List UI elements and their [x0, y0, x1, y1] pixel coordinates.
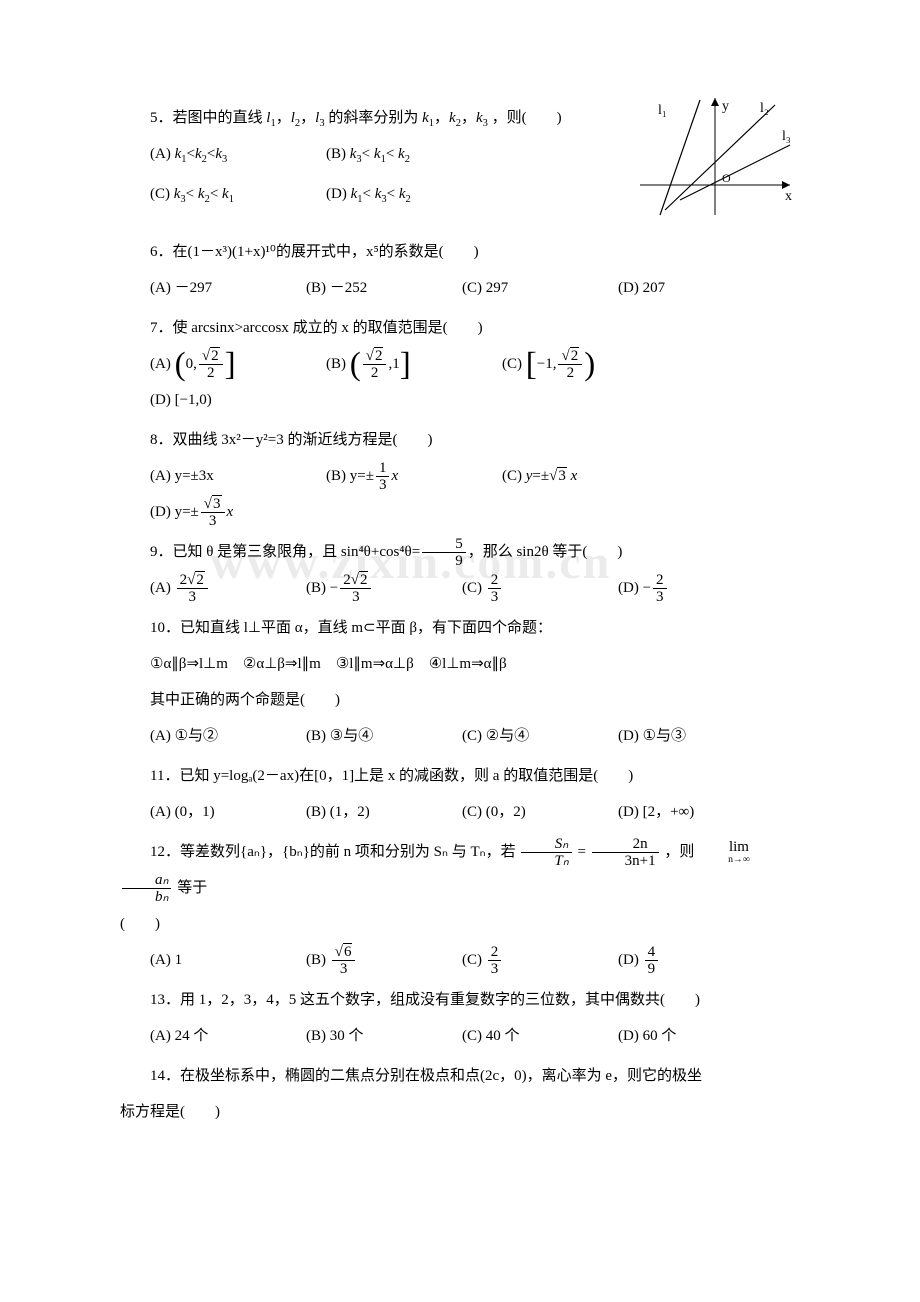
q12-text: 12．等差数列{aₙ}，{bₙ}的前 n 项和分别为 Sₙ 与 Tₙ，若 SₙT…	[120, 834, 800, 906]
q9-optB: (B) −2√23	[306, 570, 446, 606]
q6-optA: (A) －297	[150, 270, 290, 306]
svg-text:O: O	[722, 171, 731, 185]
q13-optC: (C) 40 个	[462, 1018, 602, 1054]
svg-text:y: y	[722, 99, 729, 114]
q9-optA: (A) 2√23	[150, 570, 290, 606]
q7-optB: (B) (√22,1]	[326, 346, 486, 382]
q10-optB: (B) ③与④	[306, 718, 446, 754]
q10-l3: 其中正确的两个命题是( )	[120, 682, 800, 718]
q8-text: 8．双曲线 3x²－y²=3 的渐近线方程是( )	[120, 422, 800, 458]
q10-optD: (D) ①与③	[618, 718, 758, 754]
q11-optA: (A) (0，1)	[150, 794, 290, 830]
q13-optA: (A) 24 个	[150, 1018, 290, 1054]
q13-optB: (B) 30 个	[306, 1018, 446, 1054]
q14: 14．在极坐标系中，椭圆的二焦点分别在极点和点(2c，0)，离心率为 e，则它的…	[120, 1058, 800, 1130]
q11: 11．已知 y=logₐ(2－ax)在[0，1]上是 x 的减函数，则 a 的取…	[120, 758, 800, 830]
q6: 6．在(1－x³)(1+x)¹⁰的展开式中，x⁵的系数是( ) (A) －297…	[120, 234, 800, 306]
q5-optC: (C) k3< k2< k1	[150, 176, 310, 212]
q8-optC: (C) y=±√3 x	[502, 458, 662, 494]
q9-text: 9．已知 θ 是第三象限角，且 sin⁴θ+cos⁴θ=59，那么 sin2θ …	[120, 534, 800, 570]
q7-optD: (D) [−1,0)	[150, 382, 310, 418]
q7-optC: (C) [−1,√22)	[502, 346, 662, 382]
q11-optB: (B) (1，2)	[306, 794, 446, 830]
q10-optA: (A) ①与②	[150, 718, 290, 754]
q13-optD: (D) 60 个	[618, 1018, 758, 1054]
q9-optD: (D) −23	[618, 570, 758, 606]
q11-optD: (D) [2，+∞)	[618, 794, 758, 830]
q14-l2: 标方程是( )	[120, 1094, 800, 1130]
q7-text: 7．使 arcsinx>arccosx 成立的 x 的取值范围是( )	[120, 310, 800, 346]
q10: 10．已知直线 l⊥平面 α，直线 m⊂平面 β，有下面四个命题： ①α∥β⇒l…	[120, 610, 800, 754]
q7: 7．使 arcsinx>arccosx 成立的 x 的取值范围是( ) (A) …	[120, 310, 800, 418]
svg-text:l₃: l₃	[782, 129, 791, 144]
q8-optA: (A) y=±3x	[150, 458, 310, 494]
q12: 12．等差数列{aₙ}，{bₙ}的前 n 项和分别为 Sₙ 与 Tₙ，若 SₙT…	[120, 834, 800, 978]
q11-optC: (C) (0，2)	[462, 794, 602, 830]
q5-mid: 的斜率分别为	[328, 110, 418, 126]
q6-optC: (C) 297	[462, 270, 602, 306]
q5-optD: (D) k1< k3< k2	[326, 176, 486, 212]
q7-optA: (A) (0,√22]	[150, 346, 310, 382]
q8: 8．双曲线 3x²－y²=3 的渐近线方程是( ) (A) y=±3x (B) …	[120, 422, 800, 530]
q12-optD: (D) 49	[618, 942, 758, 978]
q10-l2: ①α∥β⇒l⊥m ②α⊥β⇒l∥m ③l∥m⇒α⊥β ④l⊥m⇒α∥β	[120, 646, 800, 682]
q11-text: 11．已知 y=logₐ(2－ax)在[0，1]上是 x 的减函数，则 a 的取…	[120, 758, 800, 794]
q12-optA: (A) 1	[150, 942, 290, 978]
q10-optC: (C) ②与④	[462, 718, 602, 754]
q13: 13．用 1，2，3，4，5 这五个数字，组成没有重复数字的三位数，其中偶数共(…	[120, 982, 800, 1054]
q10-l1: 10．已知直线 l⊥平面 α，直线 m⊂平面 β，有下面四个命题：	[120, 610, 800, 646]
q12-optB: (B) √63	[306, 942, 446, 978]
q8-optB: (B) y=±13x	[326, 458, 486, 494]
q8-optD: (D) y=±√33x	[150, 494, 310, 530]
q13-text: 13．用 1，2，3，4，5 这五个数字，组成没有重复数字的三位数，其中偶数共(…	[120, 982, 800, 1018]
q5-optB: (B) k3< k1< k2	[326, 136, 486, 172]
q12-paren: ( )	[120, 906, 800, 942]
q5-pre: 5．若图中的直线	[150, 110, 263, 126]
q12-optC: (C) 23	[462, 942, 602, 978]
q6-optB: (B) －252	[306, 270, 446, 306]
q5-optA: (A) k1<k2<k3	[150, 136, 310, 172]
svg-text:x: x	[785, 189, 792, 204]
q5-suf: ，则( )	[492, 110, 562, 126]
svg-text:l₂: l₂	[760, 101, 769, 116]
svg-text:l₁: l₁	[658, 103, 667, 118]
q14-l1: 14．在极坐标系中，椭圆的二焦点分别在极点和点(2c，0)，离心率为 e，则它的…	[120, 1058, 800, 1094]
q6-text: 6．在(1－x³)(1+x)¹⁰的展开式中，x⁵的系数是( )	[120, 234, 800, 270]
q9-optC: (C) 23	[462, 570, 602, 606]
q5-figure: y x O l₁ l₂ l₃	[630, 90, 800, 234]
q6-optD: (D) 207	[618, 270, 758, 306]
q9: 9．已知 θ 是第三象限角，且 sin⁴θ+cos⁴θ=59，那么 sin2θ …	[120, 534, 800, 606]
